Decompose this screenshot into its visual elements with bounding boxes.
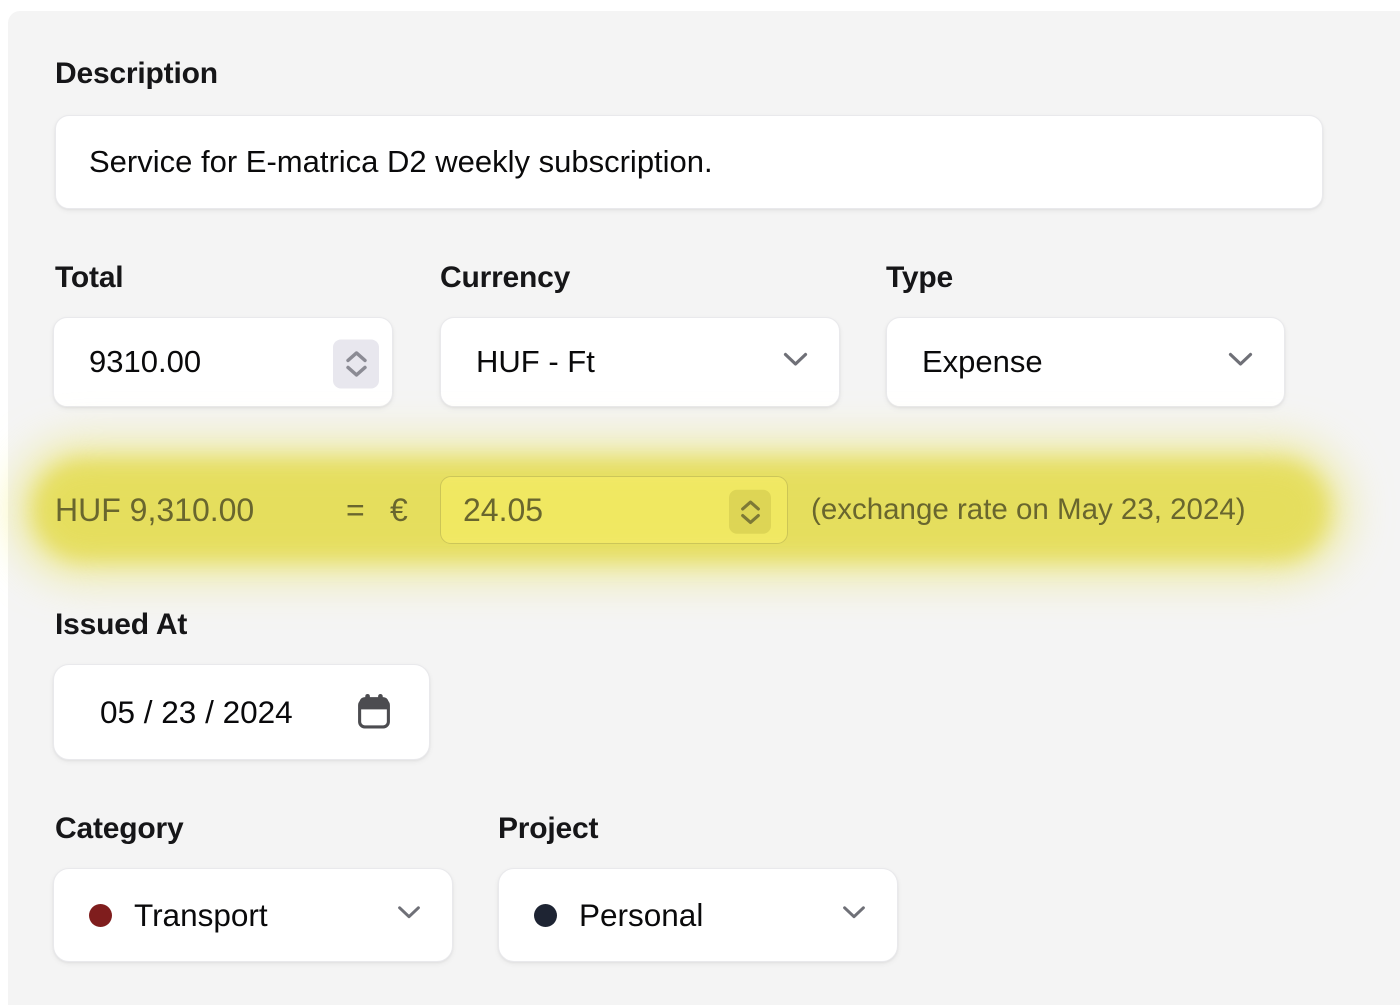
project-selected-value: Personal bbox=[579, 896, 704, 933]
description-label: Description bbox=[55, 57, 218, 90]
chevron-down-icon bbox=[782, 352, 809, 373]
chevron-down-icon bbox=[841, 905, 867, 925]
currency-select[interactable]: HUF - Ft bbox=[440, 317, 840, 407]
type-selected-value: Expense bbox=[922, 344, 1043, 379]
category-select[interactable]: Transport bbox=[53, 868, 453, 962]
euro-symbol: € bbox=[390, 492, 408, 528]
currency-selected-value: HUF - Ft bbox=[476, 344, 595, 379]
chevron-down-icon bbox=[344, 364, 369, 377]
calendar-icon[interactable] bbox=[355, 694, 393, 731]
exchange-rate-input-box bbox=[440, 476, 788, 544]
project-select[interactable]: Personal bbox=[498, 868, 898, 962]
chevron-down-icon bbox=[739, 512, 762, 524]
exchange-rate-row: HUF 9,310.00 = € (exchange rate on May 2… bbox=[0, 476, 1400, 544]
chevron-up-icon bbox=[739, 499, 762, 511]
type-select[interactable]: Expense bbox=[886, 317, 1285, 407]
issued-at-date-input[interactable]: 05 / 23 / 2024 bbox=[53, 664, 430, 760]
exchange-source-amount: HUF 9,310.00 bbox=[55, 492, 255, 528]
issued-at-label: Issued At bbox=[55, 608, 188, 641]
total-stepper[interactable] bbox=[333, 339, 379, 389]
total-input-box bbox=[53, 317, 393, 407]
category-color-dot bbox=[89, 903, 112, 927]
chevron-up-icon bbox=[344, 350, 369, 363]
description-input-box bbox=[55, 115, 1323, 209]
equals-sign: = bbox=[346, 492, 365, 528]
chevron-down-icon bbox=[1227, 352, 1254, 373]
type-label: Type bbox=[886, 261, 953, 294]
category-label: Category bbox=[55, 812, 184, 845]
exchange-rate-input[interactable] bbox=[441, 491, 691, 529]
issued-at-date-value: 05 / 23 / 2024 bbox=[100, 693, 293, 730]
description-input[interactable] bbox=[56, 144, 1322, 180]
total-input[interactable] bbox=[54, 344, 274, 380]
project-label: Project bbox=[498, 812, 599, 845]
category-selected-value: Transport bbox=[134, 896, 268, 933]
exchange-rate-note: (exchange rate on May 23, 2024) bbox=[811, 493, 1246, 526]
chevron-down-icon bbox=[396, 905, 422, 925]
total-label: Total bbox=[55, 261, 124, 294]
exchange-rate-stepper[interactable] bbox=[729, 489, 771, 534]
project-color-dot bbox=[534, 903, 557, 927]
currency-label: Currency bbox=[440, 261, 571, 294]
